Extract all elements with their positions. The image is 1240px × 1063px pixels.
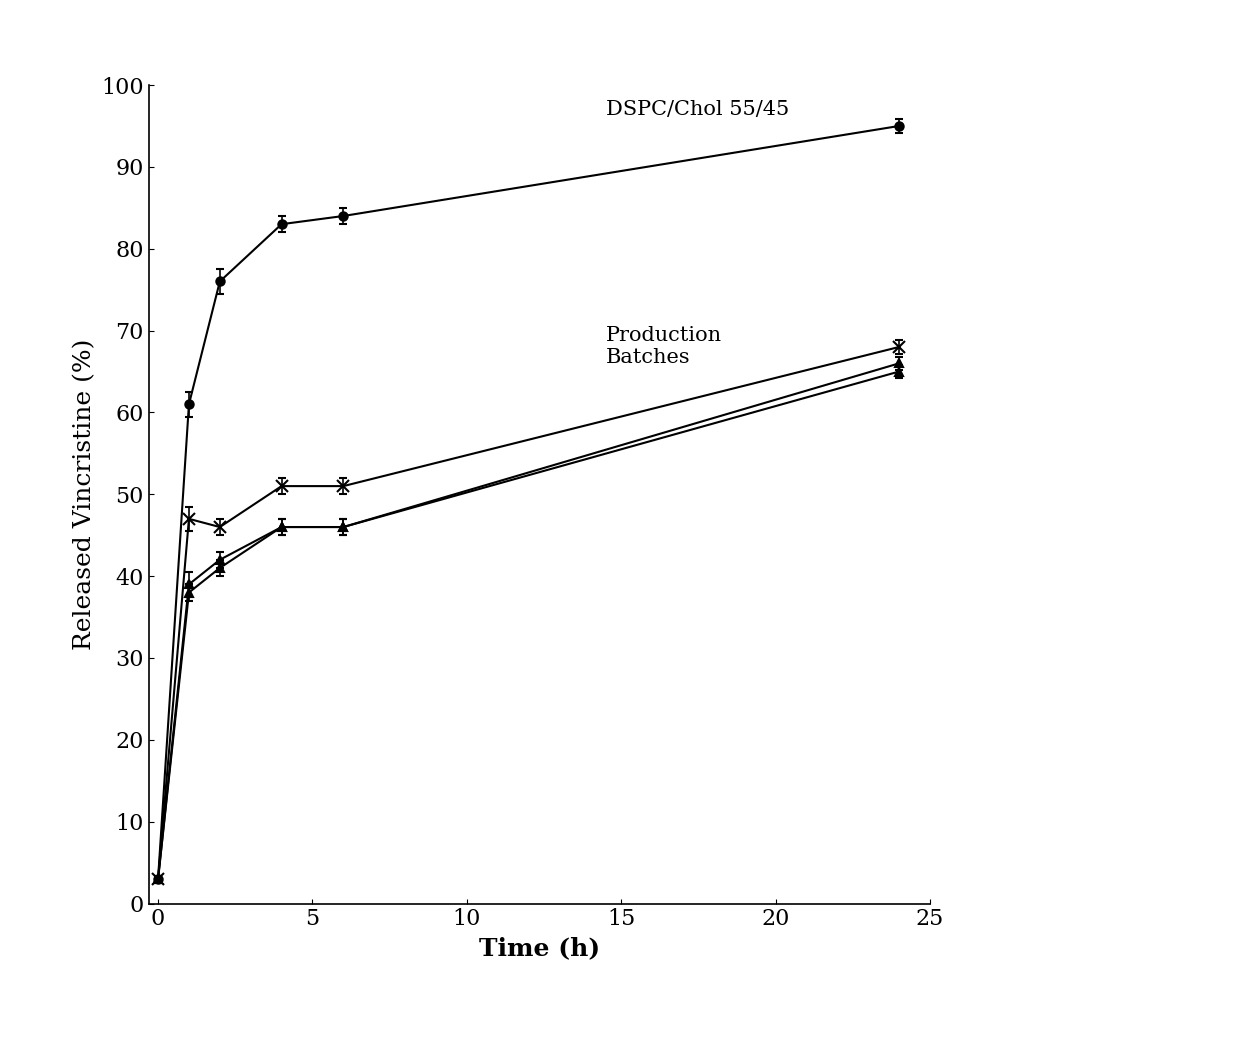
X-axis label: Time (h): Time (h) [479, 935, 600, 960]
Y-axis label: Released Vincristine (%): Released Vincristine (%) [73, 339, 95, 649]
Text: DSPC/Chol 55/45: DSPC/Chol 55/45 [606, 100, 789, 119]
Text: Production
Batches: Production Batches [606, 326, 722, 368]
